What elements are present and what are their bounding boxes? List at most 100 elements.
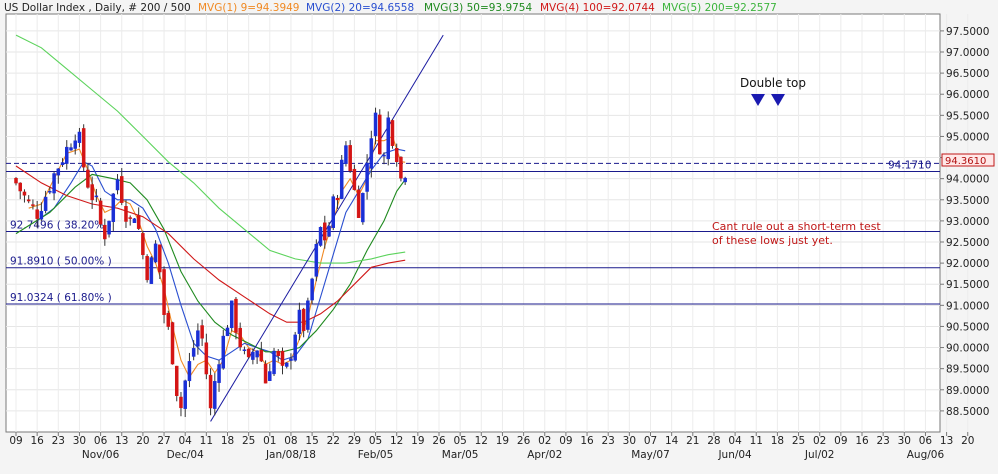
candle-body xyxy=(183,380,187,409)
candle-body xyxy=(65,146,69,164)
y-tick-label: 96.0000 xyxy=(946,89,989,101)
candle-body xyxy=(314,243,319,277)
x-tick-label: 06 xyxy=(94,435,108,447)
candle-body xyxy=(98,200,103,225)
x-tick-label: 29 xyxy=(348,435,361,447)
y-tick-label: 95.5000 xyxy=(946,110,989,122)
x-tick-label: 13 xyxy=(940,435,953,447)
candle-body xyxy=(348,145,352,172)
candle-body xyxy=(111,193,116,222)
moving-average-line xyxy=(36,148,406,361)
x-tick-label: 05 xyxy=(453,435,466,447)
candle-body xyxy=(238,327,242,348)
x-tick-label: 06 xyxy=(919,435,933,447)
candle-body xyxy=(378,114,382,155)
x-tick-label: 20 xyxy=(136,435,149,447)
candle-body xyxy=(200,325,204,339)
candle-body xyxy=(318,226,323,246)
x-month-label: Aug/06 xyxy=(907,449,945,461)
candle-body xyxy=(132,218,137,223)
x-tick-label: 30 xyxy=(73,435,86,447)
x-tick-label: 30 xyxy=(898,435,911,447)
x-month-label: Jul/02 xyxy=(804,449,835,461)
y-tick-label: 93.0000 xyxy=(946,216,989,228)
candle-body xyxy=(158,244,162,273)
annotation-double-top: Double top xyxy=(740,76,806,90)
x-tick-label: 04 xyxy=(728,435,742,447)
double-top-arrow-1 xyxy=(751,94,765,106)
candle-body xyxy=(289,358,293,361)
price-box xyxy=(941,153,995,167)
candle-body xyxy=(124,206,128,222)
candle-body xyxy=(153,243,158,263)
y-tick-label: 92.5000 xyxy=(946,237,989,249)
candle-body xyxy=(31,204,35,206)
candle-body xyxy=(149,257,154,284)
candle-body xyxy=(187,361,192,382)
level-label: 91.8910 ( 50.00% ) xyxy=(10,256,112,268)
header-mvg-5: MVG(5) 200=92.2577 xyxy=(662,2,777,14)
x-tick-label: 14 xyxy=(665,435,679,447)
x-tick-label: 28 xyxy=(707,435,720,447)
header-symbol: US Dollar Index , Daily, # 200 / 500 xyxy=(4,2,191,14)
candle-body xyxy=(386,117,390,160)
candle-body xyxy=(259,349,264,362)
level-label: 92.7496 ( 38.20% ) xyxy=(10,219,112,231)
y-tick-label: 97.0000 xyxy=(946,47,989,59)
candle-body xyxy=(382,154,386,157)
candle-body xyxy=(268,371,272,381)
level-label: 94.1710 xyxy=(888,159,931,171)
candle-body xyxy=(255,350,259,358)
x-tick-label: 09 xyxy=(559,435,572,447)
candle-body xyxy=(284,362,289,367)
candle-body xyxy=(128,217,132,219)
x-tick-label: 13 xyxy=(115,435,128,447)
candle-body xyxy=(335,197,340,201)
candle-body xyxy=(246,348,251,358)
candle-body xyxy=(90,184,94,201)
candle-body xyxy=(229,300,234,329)
annotation-note-line-1: Cant rule out a short-term test xyxy=(712,220,881,233)
candle-body xyxy=(22,191,27,196)
y-tick-label: 94.0000 xyxy=(946,174,989,186)
annotation-note-line-2: of these lows just yet. xyxy=(712,234,833,247)
x-tick-label: 22 xyxy=(327,435,340,447)
x-tick-label: 08 xyxy=(284,435,297,447)
moving-average-line xyxy=(28,135,406,379)
candle-body xyxy=(73,140,77,149)
double-top-arrow-2 xyxy=(771,94,785,106)
candle-body xyxy=(293,334,297,361)
y-tick-label: 91.0000 xyxy=(946,300,989,312)
candle-body xyxy=(390,120,395,146)
x-month-label: Jan/08/18 xyxy=(265,449,316,461)
x-tick-label: 12 xyxy=(390,435,403,447)
candle-body xyxy=(399,156,403,179)
x-tick-label: 19 xyxy=(496,435,509,447)
candle-body xyxy=(115,179,120,191)
level-label: 91.0324 ( 61.80% ) xyxy=(10,292,112,304)
y-tick-label: 89.0000 xyxy=(946,385,989,397)
x-tick-label: 12 xyxy=(475,435,488,447)
candle-body xyxy=(162,269,166,315)
moving-average-line xyxy=(15,34,406,264)
candle-body xyxy=(145,256,149,281)
candle-body xyxy=(26,199,31,202)
candle-body xyxy=(276,350,281,357)
candle-body xyxy=(369,138,374,169)
y-tick-label: 90.0000 xyxy=(946,343,989,355)
candle-body xyxy=(323,222,327,241)
y-tick-label: 89.5000 xyxy=(946,364,989,376)
candle-body xyxy=(141,233,145,256)
candle-body xyxy=(213,381,217,409)
candle-body xyxy=(86,169,90,188)
x-tick-label: 11 xyxy=(750,435,763,447)
candle-body xyxy=(365,162,369,192)
candle-body xyxy=(263,363,268,384)
candle-body xyxy=(136,214,141,229)
x-tick-label: 26 xyxy=(432,435,446,447)
plot-background xyxy=(5,13,941,433)
axis-layer: 88.5000 89.0000 89.5000 90.0000 90.5000 91.00… xyxy=(9,26,989,461)
x-tick-label: 18 xyxy=(771,435,784,447)
candle-body xyxy=(35,209,39,219)
candle-body xyxy=(196,330,200,347)
